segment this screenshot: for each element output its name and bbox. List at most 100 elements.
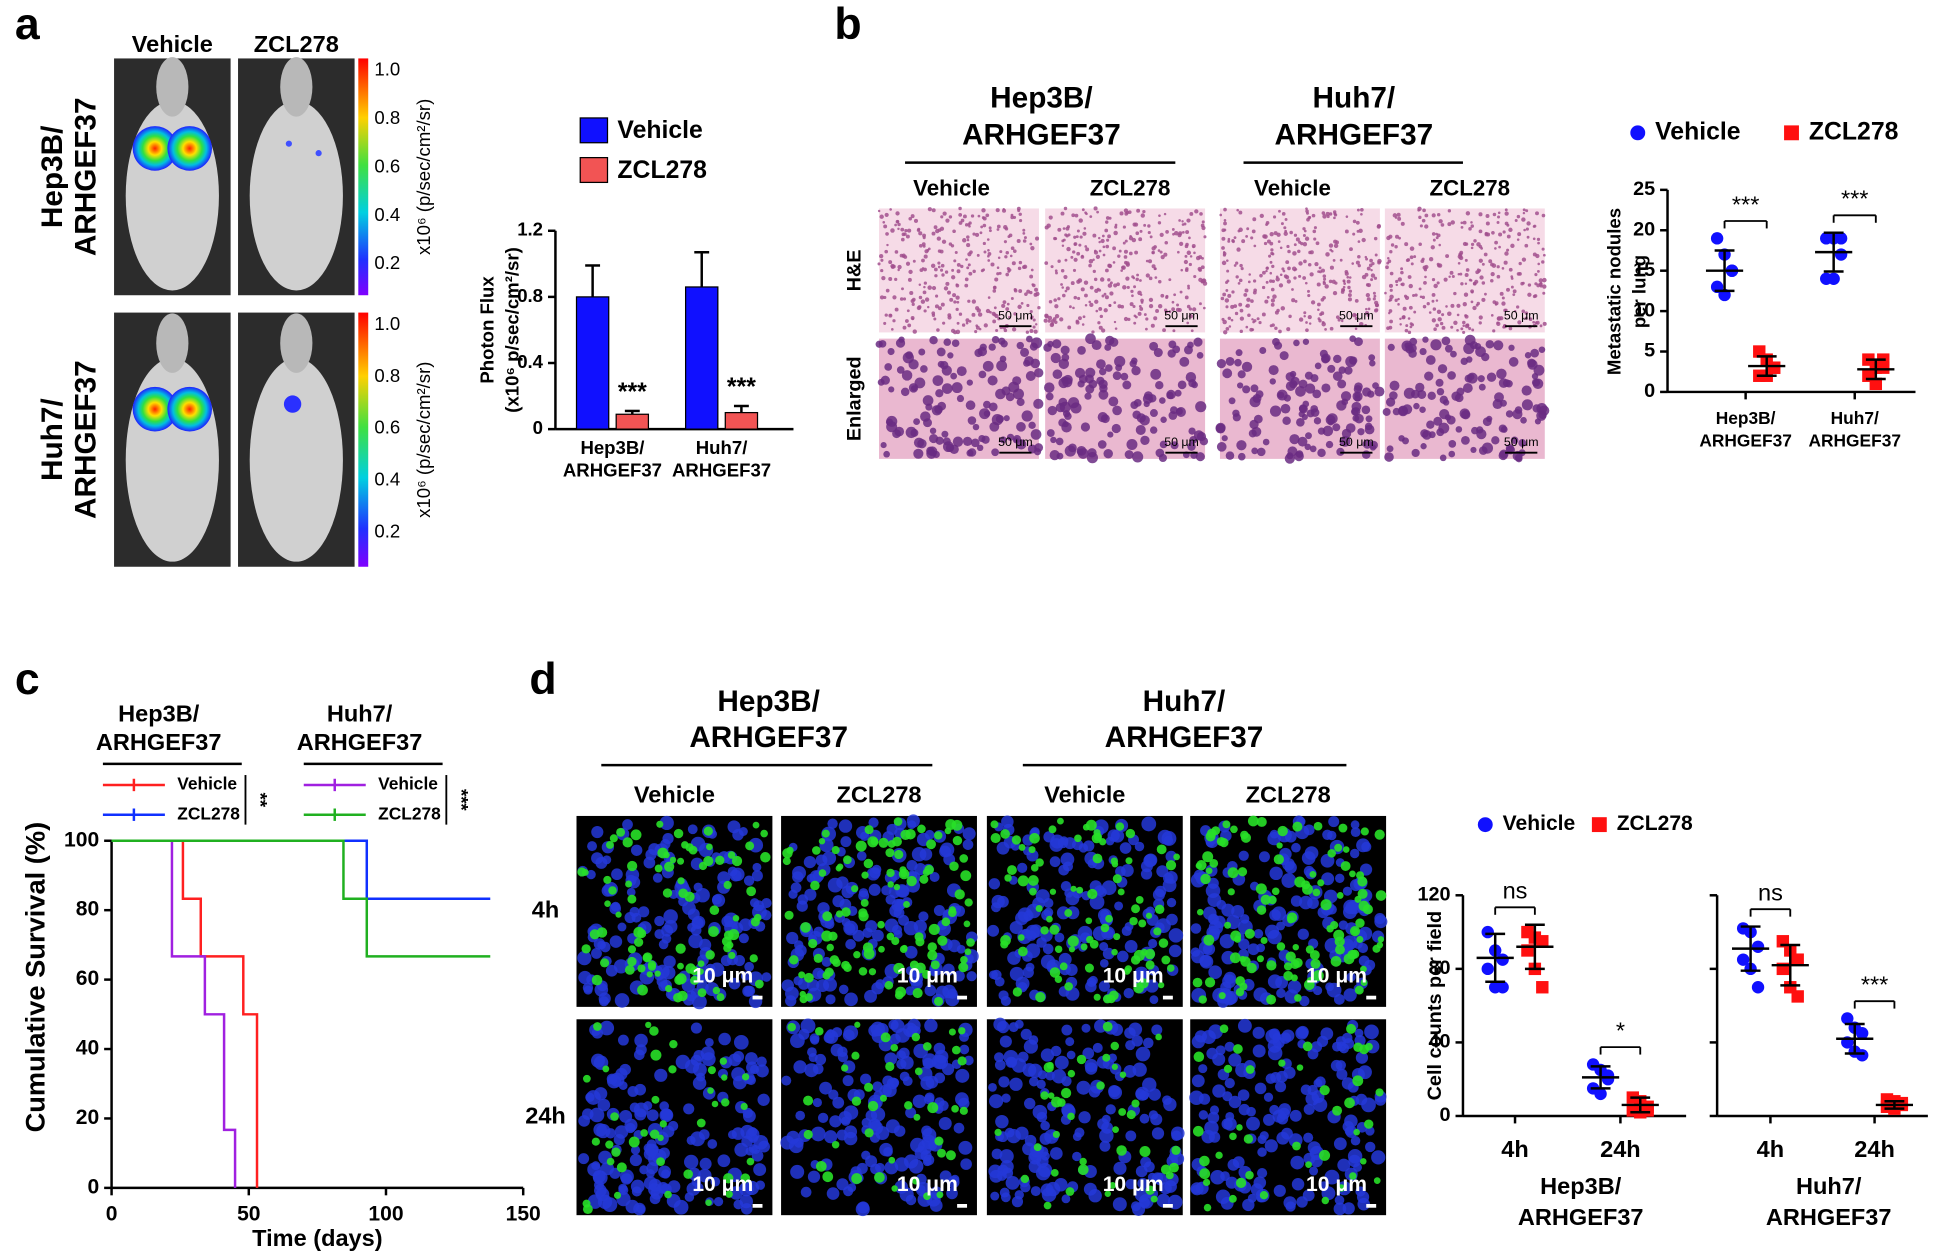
- nucleus: [1290, 1155, 1305, 1170]
- nucleus: [639, 1165, 649, 1175]
- nucleus: [1492, 329, 1496, 333]
- tunel: [688, 845, 698, 855]
- nucleus: [786, 931, 799, 945]
- nucleus: [1531, 378, 1541, 387]
- nucleus: [1539, 324, 1543, 328]
- nucleus: [1123, 249, 1128, 254]
- nucleus: [908, 1159, 924, 1174]
- nucleus: [1105, 244, 1110, 249]
- tunel: [963, 920, 971, 928]
- nucleus: [1168, 928, 1184, 943]
- tunel: [1111, 948, 1118, 956]
- tunel: [1342, 846, 1350, 853]
- nucleus: [920, 299, 926, 304]
- nucleus: [1149, 235, 1153, 239]
- tunel: [1203, 1203, 1212, 1212]
- nucleus: [1501, 301, 1506, 306]
- nucleus: [1280, 222, 1284, 226]
- nucleus: [941, 273, 945, 277]
- nucleus: [1436, 281, 1440, 285]
- nucleus: [1225, 305, 1229, 309]
- nucleus: [1073, 235, 1077, 239]
- nucleus: [1054, 269, 1058, 273]
- colorbar-tick: 0.4: [374, 469, 400, 490]
- nucleus: [1494, 240, 1498, 245]
- tunel: [646, 971, 653, 978]
- nucleus: [1424, 213, 1429, 218]
- nucleus: [1185, 230, 1190, 235]
- nucleus: [1203, 235, 1207, 239]
- nucleus: [718, 1032, 731, 1046]
- point: [1767, 361, 1781, 374]
- nucleus: [880, 268, 884, 273]
- nucleus: [1050, 322, 1055, 326]
- nucleus: [692, 1062, 707, 1077]
- nucleus: [1365, 257, 1368, 261]
- nucleus: [1272, 215, 1277, 219]
- nucleus: [1071, 213, 1076, 218]
- nucleus: [1313, 417, 1322, 425]
- nucleus: [971, 299, 977, 304]
- nucleus: [1098, 307, 1103, 311]
- nucleus: [1460, 282, 1464, 286]
- tunel: [1125, 857, 1133, 865]
- nucleus: [1538, 346, 1546, 354]
- nucleus: [918, 283, 922, 287]
- nucleus: [1119, 842, 1132, 854]
- tunel: [582, 1199, 591, 1208]
- fluorescence-image: [576, 1019, 773, 1216]
- nucleus: [1118, 249, 1122, 253]
- nucleus: [831, 1027, 843, 1038]
- nucleus: [663, 955, 676, 968]
- nucleus: [960, 218, 965, 223]
- nucleus: [1508, 267, 1513, 272]
- tunel: [1266, 994, 1277, 1005]
- nucleus: [1139, 279, 1142, 282]
- nucleus: [1287, 266, 1291, 271]
- nucleus: [1159, 232, 1164, 237]
- nucleus: [1130, 289, 1134, 294]
- tunel: [602, 1065, 610, 1073]
- nucleus: [1465, 356, 1473, 363]
- nucleus: [1155, 380, 1164, 390]
- nucleus: [921, 242, 926, 247]
- tunel: [606, 1157, 615, 1166]
- tunel: [1030, 864, 1039, 872]
- nucleus: [1263, 1092, 1274, 1102]
- nucleus: [1060, 852, 1075, 867]
- nucleus: [1526, 221, 1531, 226]
- nucleus: [1199, 954, 1214, 969]
- nucleus: [1049, 450, 1060, 461]
- nucleus: [942, 1063, 955, 1076]
- nucleus: [1280, 306, 1286, 311]
- tunel: [1192, 977, 1203, 988]
- tunel: [697, 968, 704, 975]
- legend-marker: [1591, 817, 1607, 833]
- nucleus: [1256, 317, 1260, 321]
- nucleus: [1524, 243, 1529, 248]
- nucleus: [920, 1076, 935, 1090]
- nucleus: [712, 893, 726, 907]
- nucleus: [1045, 1070, 1055, 1081]
- nucleus: [1126, 438, 1138, 450]
- y-tick-label: 20: [1633, 219, 1655, 241]
- nucleus: [1007, 235, 1011, 239]
- y-tick-label: 40: [76, 1037, 99, 1060]
- nucleus: [727, 866, 738, 877]
- nucleus: [950, 372, 958, 380]
- nucleus: [920, 411, 931, 422]
- tunel: [815, 1160, 827, 1172]
- nucleus: [1122, 241, 1126, 245]
- nucleus: [613, 1133, 625, 1146]
- nucleus: [1421, 257, 1425, 261]
- nucleus: [1223, 971, 1237, 984]
- nucleus: [1431, 232, 1436, 236]
- nucleus: [923, 281, 927, 285]
- nucleus: [1494, 392, 1504, 403]
- nucleus: [1389, 294, 1394, 300]
- nucleus: [1073, 295, 1078, 300]
- nucleus: [1072, 306, 1075, 310]
- nucleus: [1121, 265, 1125, 270]
- nucleus: [1092, 233, 1097, 238]
- nucleus: [1131, 357, 1138, 365]
